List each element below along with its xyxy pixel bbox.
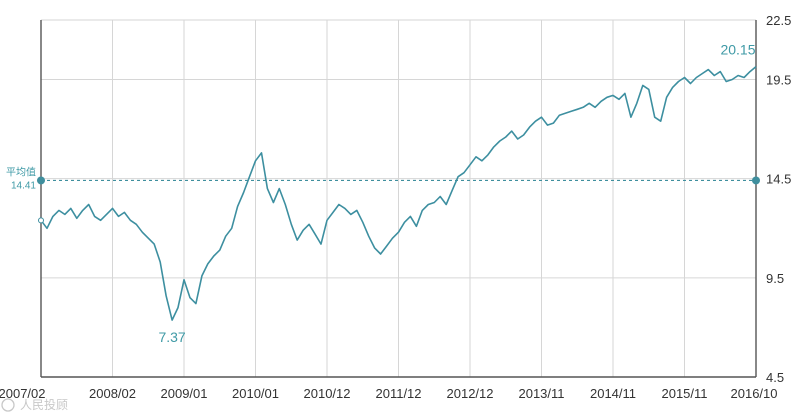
y-tick-label: 19.5 [766,73,791,88]
watermark-icon [1,398,15,412]
x-tick-label: 2007/02 [0,386,46,401]
x-tick-label: 2012/12 [447,386,494,401]
x-tick-label: 2008/02 [89,386,136,401]
x-tick-label: 2009/01 [161,386,208,401]
horizontal-grid [41,19,756,279]
series-start-point [38,217,44,224]
x-tick-label: 2014/11 [590,386,636,401]
series-line [40,65,757,321]
watermark: 人民投顾 [1,397,68,412]
y-tick-label: 22.5 [766,13,791,28]
vertical-grid [112,20,685,377]
x-tick-label: 2016/10 [731,386,778,401]
y-tick-label: 9.5 [766,271,784,286]
watermark-text: 人民投顾 [20,397,68,412]
x-tick-label: 2013/11 [518,386,564,401]
average-value-label: 14.41 [11,180,36,191]
x-tick-labels: 2007/02 2008/02 2009/01 2010/01 2010/12 2011/… [0,386,778,401]
x-tick-label: 2010/12 [304,386,351,401]
min-value-label: 7.37 [158,329,185,345]
max-value-label: 20.15 [720,42,755,58]
y-tick-label: 4.5 [766,370,784,385]
x-tick-label: 2015/11 [661,386,707,401]
x-tick-label: 2010/01 [232,386,279,401]
y-tick-label: 14.5 [766,172,791,187]
series-group [38,65,757,321]
y-tick-labels: 4.5 9.5 14.5 19.5 22.5 [766,13,791,385]
average-marker-right [752,176,760,185]
average-label: 平均值 [6,165,36,178]
average-marker-left [37,176,45,185]
x-tick-label: 2011/12 [375,386,421,401]
